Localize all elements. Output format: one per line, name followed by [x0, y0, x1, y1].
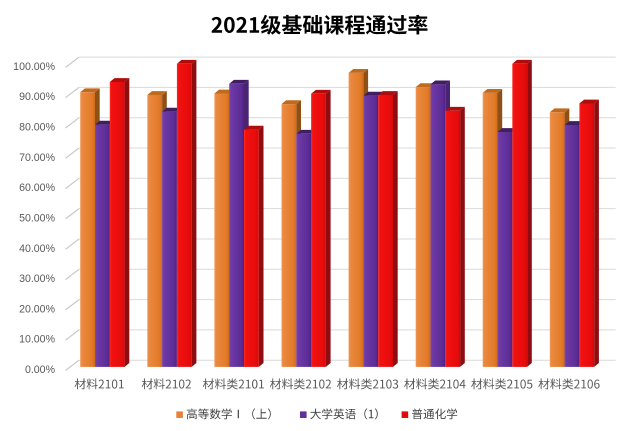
svg-text:50.00%: 50.00% [19, 212, 56, 224]
svg-text:10.00%: 10.00% [19, 334, 56, 346]
svg-text:90.00%: 90.00% [19, 91, 56, 103]
svg-text:60.00%: 60.00% [19, 182, 56, 194]
svg-text:70.00%: 70.00% [19, 152, 56, 164]
svg-text:100.00%: 100.00% [13, 61, 55, 73]
svg-text:30.00%: 30.00% [19, 273, 56, 285]
svg-text:80.00%: 80.00% [19, 122, 56, 134]
svg-text:40.00%: 40.00% [19, 243, 56, 255]
svg-text:20.00%: 20.00% [19, 303, 56, 315]
svg-text:0.00%: 0.00% [25, 364, 56, 376]
